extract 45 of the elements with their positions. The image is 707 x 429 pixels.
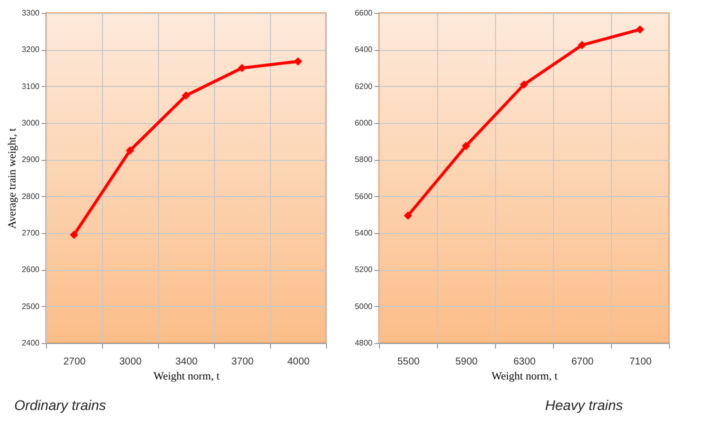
y-tick-label: 5000 [354, 302, 374, 311]
y-tick-label: 2500 [22, 302, 40, 311]
x-tick-label: 5500 [397, 356, 420, 368]
point [520, 80, 528, 89]
x-tick-label: 3400 [175, 356, 198, 368]
text: Heavy trains [545, 397, 623, 413]
y-tick-label: 6400 [354, 45, 374, 54]
x-tick-label: 4000 [287, 356, 310, 368]
y-tick-label: 5200 [354, 265, 374, 274]
point [404, 211, 412, 220]
point [294, 57, 302, 66]
y-tick-label: 4800 [354, 338, 374, 348]
y-tick-label: 5600 [354, 192, 374, 201]
point [578, 40, 586, 50]
y-tick-label: 5800 [354, 155, 374, 164]
y-tick-label: 6200 [354, 82, 374, 91]
x-tick-label: 7100 [629, 356, 652, 368]
y-axis-title: Average train weight, t [6, 128, 19, 229]
point [636, 25, 644, 34]
x-tick-label: 3700 [231, 356, 254, 368]
y-tick-label: 2900 [22, 155, 40, 164]
y-tick-label: 5400 [354, 228, 374, 238]
y-tick-label: 3100 [22, 82, 40, 91]
y-tick-label: 6000 [354, 118, 374, 128]
y-tick-label: 3200 [22, 45, 40, 54]
x-axis-title: Weight norm, t [491, 370, 558, 382]
y-tick-label: 2400 [22, 338, 40, 348]
x-tick-label: 2700 [63, 356, 86, 368]
point [182, 91, 190, 100]
x-tick-label: 6300 [513, 356, 536, 368]
y-tick-label: 2600 [22, 265, 40, 274]
point [462, 142, 470, 150]
x-tick-label: 5900 [455, 356, 478, 368]
text: Ordinary trains [14, 397, 106, 413]
point [238, 64, 246, 72]
x-tick-label: 6700 [571, 356, 594, 368]
y-tick-label: 2800 [22, 192, 40, 201]
point [70, 230, 78, 240]
y-tick-label: 6600 [354, 8, 374, 18]
y-tick-label: 2700 [22, 228, 40, 238]
point [126, 146, 134, 155]
y-tick-label: 3300 [22, 8, 40, 18]
y-tick-label: 3000 [22, 118, 40, 128]
x-axis-title: Weight norm, t [153, 370, 220, 382]
x-tick-label: 3000 [119, 356, 142, 368]
